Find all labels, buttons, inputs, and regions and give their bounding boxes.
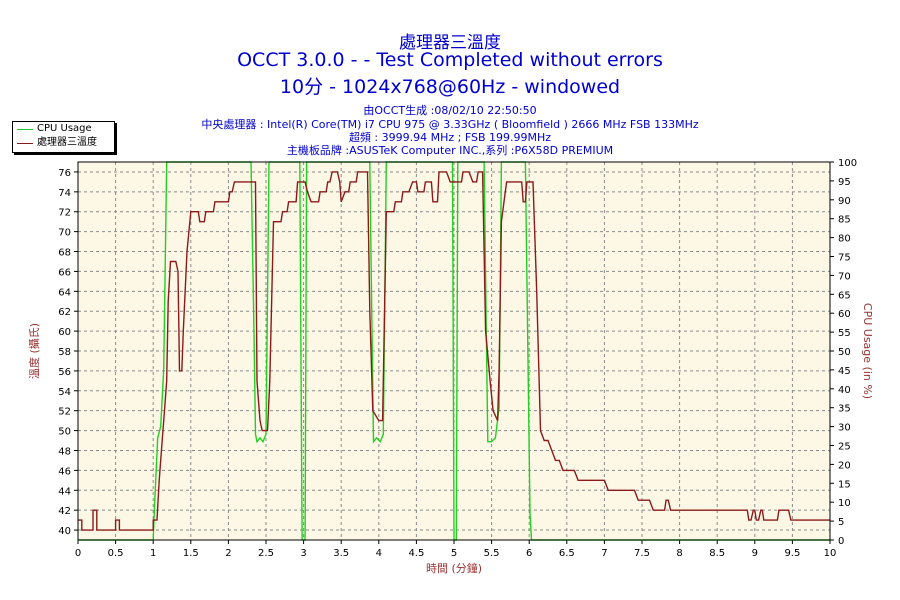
y-right-tick-label: 90 bbox=[838, 196, 851, 207]
x-tick-label: 9 bbox=[752, 548, 758, 559]
y-right-tick-label: 0 bbox=[838, 536, 844, 547]
y-left-tick-label: 60 bbox=[58, 327, 71, 338]
chart-subtitle: OCCT 3.0.0 - - Test Completed without er… bbox=[237, 49, 663, 71]
cpu-info: 中央處理器 : Intel(R) Core(TM) i7 CPU 975 @ 3… bbox=[201, 118, 699, 131]
y-right-axis-label: CPU Usage (in %) bbox=[861, 303, 874, 399]
y-left-tick-label: 64 bbox=[58, 287, 71, 298]
y-right-tick-label: 70 bbox=[838, 271, 851, 282]
chart-legend: CPU Usage 處理器三溫度 bbox=[12, 121, 115, 153]
legend-label-temperature: 處理器三溫度 bbox=[37, 137, 97, 148]
y-left-tick-label: 70 bbox=[58, 228, 71, 239]
x-tick-label: 3.5 bbox=[333, 548, 349, 559]
legend-entry-cpu-usage: CPU Usage bbox=[13, 122, 114, 136]
x-tick-label: 10 bbox=[824, 548, 837, 559]
y-right-tick-label: 30 bbox=[838, 423, 851, 434]
chart-title: 處理器三溫度 bbox=[399, 33, 501, 53]
x-tick-label: 4.5 bbox=[408, 548, 424, 559]
y-right-tick-label: 25 bbox=[838, 442, 851, 453]
y-left-tick-label: 54 bbox=[58, 387, 71, 398]
x-tick-label: 4 bbox=[376, 548, 382, 559]
y-left-tick-label: 58 bbox=[58, 347, 71, 358]
x-tick-label: 6.5 bbox=[559, 548, 575, 559]
y-left-tick-label: 48 bbox=[58, 446, 71, 457]
y-left-tick-label: 76 bbox=[58, 168, 71, 179]
y-right-tick-label: 85 bbox=[838, 215, 851, 226]
x-axis-label: 時間 (分鐘) bbox=[426, 561, 482, 575]
y-left-axis-label: 溫度 (攝氏) bbox=[27, 323, 41, 379]
y-left-tick-label: 46 bbox=[58, 466, 71, 477]
legend-swatch-temperature bbox=[17, 143, 33, 144]
x-tick-label: 1 bbox=[150, 548, 156, 559]
y-right-tick-label: 35 bbox=[838, 404, 851, 415]
chart-test-config: 10分 - 1024x768@60Hz - windowed bbox=[279, 76, 621, 98]
legend-entry-temperature: 處理器三溫度 bbox=[13, 136, 114, 150]
y-right-tick-label: 55 bbox=[838, 328, 851, 339]
x-tick-label: 7 bbox=[601, 548, 607, 559]
series-line-temperature bbox=[78, 171, 830, 531]
y-left-tick-label: 56 bbox=[58, 367, 71, 378]
y-right-tick-label: 50 bbox=[838, 347, 851, 358]
x-tick-label: 0 bbox=[75, 548, 81, 559]
x-tick-label: 8.5 bbox=[709, 548, 725, 559]
overclock-info: 超頻 : 3999.94 MHz ; FSB 199.99MHz bbox=[348, 131, 552, 144]
x-tick-label: 5 bbox=[451, 548, 457, 559]
y-left-tick-label: 66 bbox=[58, 267, 71, 278]
y-right-tick-label: 75 bbox=[838, 253, 851, 264]
y-right-tick-label: 80 bbox=[838, 234, 851, 245]
motherboard-info: 主機板品牌 :ASUSTeK Computer INC.,系列 :P6X58D … bbox=[286, 144, 614, 157]
x-tick-label: 0.5 bbox=[108, 548, 124, 559]
y-right-tick-label: 10 bbox=[838, 498, 851, 509]
y-right-tick-label: 95 bbox=[838, 177, 851, 188]
y-left-tick-label: 44 bbox=[58, 486, 71, 497]
y-left-tick-label: 42 bbox=[58, 506, 71, 517]
y-left-tick-label: 74 bbox=[58, 188, 71, 199]
x-tick-label: 1.5 bbox=[183, 548, 199, 559]
x-tick-label: 7.5 bbox=[634, 548, 650, 559]
generated-timestamp: 由OCCT生成 :08/02/10 22:50:50 bbox=[363, 104, 537, 117]
y-right-tick-label: 45 bbox=[838, 366, 851, 377]
legend-swatch-cpu-usage bbox=[17, 129, 33, 130]
x-tick-label: 6 bbox=[526, 548, 532, 559]
y-left-tick-label: 52 bbox=[58, 407, 71, 418]
y-left-tick-label: 40 bbox=[58, 526, 71, 537]
y-right-tick-label: 65 bbox=[838, 290, 851, 301]
x-tick-label: 9.5 bbox=[784, 548, 800, 559]
y-left-tick-label: 50 bbox=[58, 427, 71, 438]
y-left-tick-label: 72 bbox=[58, 208, 71, 219]
y-left-tick-label: 68 bbox=[58, 248, 71, 259]
legend-label-cpu-usage: CPU Usage bbox=[37, 123, 92, 134]
y-right-tick-label: 5 bbox=[838, 517, 844, 528]
y-right-tick-label: 20 bbox=[838, 460, 851, 471]
y-right-tick-label: 60 bbox=[838, 309, 851, 320]
y-right-tick-label: 100 bbox=[838, 158, 857, 169]
x-tick-label: 2 bbox=[225, 548, 231, 559]
y-right-tick-label: 15 bbox=[838, 479, 851, 490]
y-left-tick-label: 62 bbox=[58, 307, 71, 318]
x-tick-label: 3 bbox=[300, 548, 306, 559]
y-right-tick-label: 40 bbox=[838, 385, 851, 396]
x-tick-label: 2.5 bbox=[258, 548, 274, 559]
x-tick-label: 8 bbox=[676, 548, 682, 559]
plot-frame bbox=[77, 161, 831, 541]
x-tick-label: 5.5 bbox=[484, 548, 500, 559]
